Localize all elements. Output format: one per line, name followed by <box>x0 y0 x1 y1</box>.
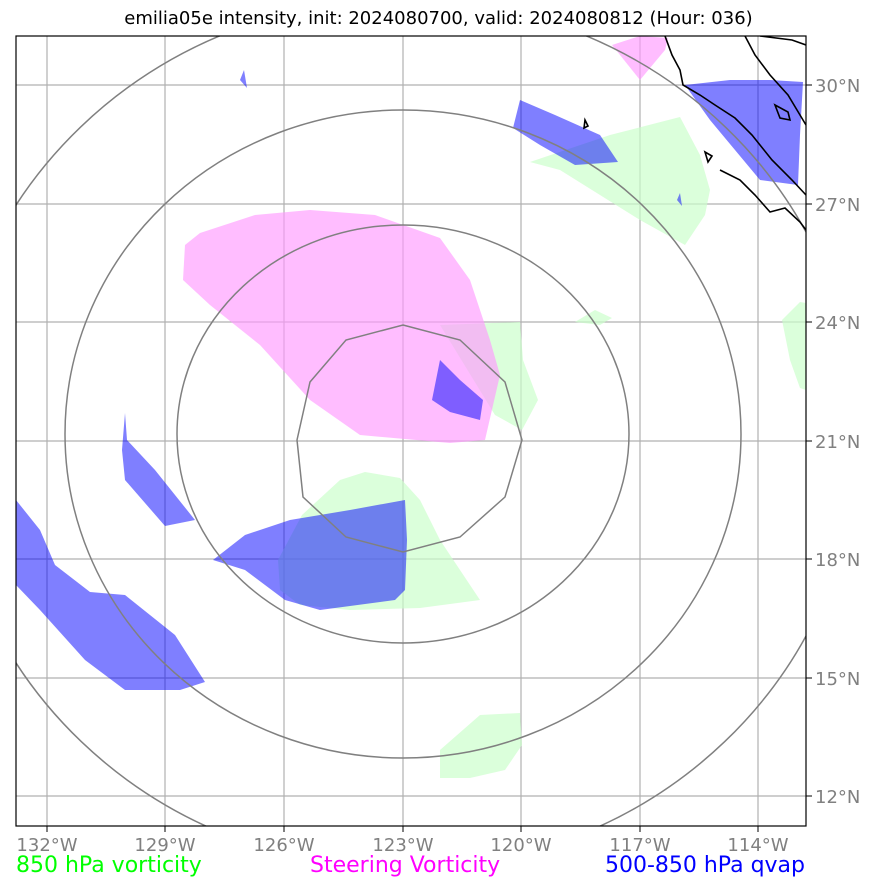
x-tick-labels: 132°W 129°W 126°W 123°W 120°W 117°W 114°… <box>16 835 788 856</box>
x-tick-label: 126°W <box>253 835 314 856</box>
y-tick-label: 12°N <box>815 787 860 808</box>
qvap-areas <box>16 70 803 690</box>
legend-qvap: 500-850 hPa qvap <box>604 853 805 878</box>
x-tick-label: 129°W <box>134 835 195 856</box>
y-tick-label: 27°N <box>815 195 860 216</box>
y-tick-labels: 30°N 27°N 24°N 21°N 18°N 15°N 12°N <box>815 76 860 808</box>
legend-850-vorticity: 850 hPa vorticity <box>16 853 202 878</box>
plot-frame <box>15 35 807 827</box>
x-tick-label: 120°W <box>490 835 551 856</box>
y-tick-label: 24°N <box>815 313 860 334</box>
range-rings <box>16 36 806 826</box>
legend-steering-vorticity: Steering Vorticity <box>310 853 501 878</box>
coastline <box>583 36 806 231</box>
y-tick-label: 18°N <box>815 550 860 571</box>
x-tick-label: 114°W <box>727 835 788 856</box>
y-tick-label: 21°N <box>815 432 860 453</box>
tick-marks <box>46 84 812 832</box>
y-tick-label: 30°N <box>815 76 860 97</box>
map-title: emilia05e intensity, init: 2024080700, v… <box>124 8 753 29</box>
x-tick-label: 132°W <box>16 835 77 856</box>
y-tick-label: 15°N <box>815 669 860 690</box>
steering-vorticity-areas <box>183 36 668 443</box>
x-tick-label: 123°W <box>372 835 433 856</box>
x-tick-label: 117°W <box>609 835 670 856</box>
